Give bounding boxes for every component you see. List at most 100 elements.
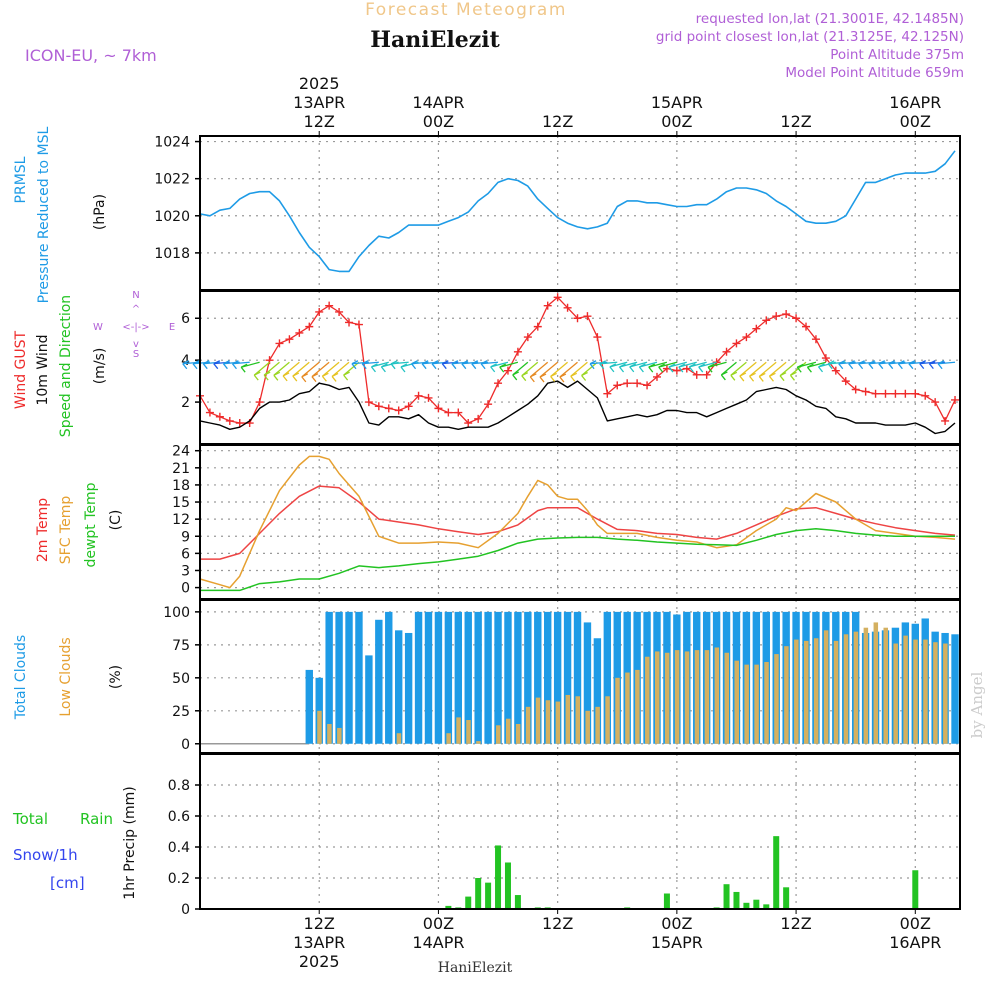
wind-arrow xyxy=(559,361,578,383)
clouds-grid: 0 25 50 75 100 xyxy=(163,600,960,753)
rain-bar xyxy=(485,882,492,909)
wind-arrow-head xyxy=(451,360,459,370)
gust-marker xyxy=(593,333,602,342)
low-cloud-bar xyxy=(913,639,918,744)
wind-arrow-shaft xyxy=(550,361,568,377)
wind-arrow-head xyxy=(512,371,520,381)
low-cloud-bar xyxy=(496,725,501,744)
temp-ytick-label: 9 xyxy=(181,529,190,545)
gust-marker xyxy=(523,333,532,342)
gust-marker xyxy=(643,381,652,390)
wind-arrow xyxy=(599,360,618,370)
wind-arrow xyxy=(521,361,539,382)
low-cloud-bar xyxy=(674,650,680,744)
wind-arrow-head xyxy=(919,360,927,370)
wind10-line xyxy=(199,380,956,435)
precip-ytick-label: 0.2 xyxy=(168,871,190,887)
wind-arrow-head xyxy=(720,371,728,381)
low-cloud-bar xyxy=(595,706,600,744)
dewpt-label: dewpt Temp xyxy=(83,482,99,567)
gust-marker xyxy=(275,339,284,348)
rain-bar xyxy=(753,899,760,909)
gust-marker xyxy=(623,379,632,388)
wind-arrow-head xyxy=(688,363,696,373)
total-cloud-bar xyxy=(365,655,373,744)
wind-arrow-head xyxy=(441,360,449,370)
gust-marker xyxy=(414,391,423,400)
low-cloud-bar xyxy=(863,627,869,744)
clouds-ytick-label: 0 xyxy=(181,737,190,753)
total-cloud-bar xyxy=(524,611,532,744)
gust-marker xyxy=(891,389,900,398)
wind-arrow-head xyxy=(282,372,290,382)
wind-arrow-shaft xyxy=(929,361,946,365)
wind-arrow-shaft xyxy=(481,361,499,365)
low-cloud-bar xyxy=(943,643,948,744)
wind-arrow xyxy=(937,360,956,370)
wind-arrow xyxy=(629,361,648,373)
wind-arrow xyxy=(730,361,747,381)
wind-arrow-head xyxy=(730,371,738,381)
sfc-temp-line xyxy=(199,455,956,589)
compass-rose: N S W E <-|-> ^ v xyxy=(93,290,175,360)
wind-grid: 2 4 6 xyxy=(181,291,960,444)
rain-bar xyxy=(475,878,482,909)
wind-arrow-shaft xyxy=(273,361,290,376)
wind-arrow-head xyxy=(678,363,686,373)
wind-ytick-label: 4 xyxy=(181,353,190,369)
grid-point-coords: grid point closest lon,lat (21.3125E, 42… xyxy=(656,29,964,45)
wind-arrow xyxy=(668,361,687,373)
low-cloud-bar xyxy=(684,651,690,744)
pressure-label-2: Pressure Reduced to MSL xyxy=(36,126,52,303)
gust-marker xyxy=(921,391,930,400)
low-cloud-bar xyxy=(843,634,849,744)
wind-arrow-head xyxy=(421,360,429,370)
wind-arrow xyxy=(240,361,260,373)
wind-arrow xyxy=(192,360,210,370)
gust-marker xyxy=(454,408,463,417)
gust-marker xyxy=(295,328,304,337)
wind-arrow xyxy=(878,360,896,370)
wind-arrow-head xyxy=(758,372,766,382)
total-cloud-bar xyxy=(583,622,592,744)
total-cloud-bar xyxy=(355,611,363,744)
wind-arrow xyxy=(570,361,588,382)
bottom-time-label: 15APR xyxy=(651,933,703,952)
wind-arrow xyxy=(581,361,598,381)
low-cloud-bar xyxy=(724,652,730,744)
wind-arrow-head xyxy=(390,360,398,370)
gust-marker xyxy=(553,293,562,302)
gust-marker xyxy=(474,414,483,423)
wind-arrow xyxy=(720,361,737,381)
wind-arrow xyxy=(609,361,628,373)
wind-arrow-shaft xyxy=(182,361,201,365)
wind-arrow-head xyxy=(629,363,637,373)
wind-arrow-shaft xyxy=(282,361,300,377)
gust-marker xyxy=(205,408,214,417)
top-time-label: 00Z xyxy=(661,112,692,131)
low-cloud-bar xyxy=(585,710,590,744)
gust-marker xyxy=(762,316,771,325)
total-cloud-bar xyxy=(504,611,512,744)
wind-arrow-shaft xyxy=(263,361,280,376)
wind-arrow-shaft xyxy=(529,361,549,378)
pressure-label-1: PRMSL xyxy=(13,156,29,203)
gust-marker xyxy=(235,419,244,428)
wind-arrow-head xyxy=(529,373,537,383)
gust-marker xyxy=(384,404,393,413)
wind-arrow xyxy=(539,361,559,383)
gust-marker xyxy=(732,339,741,348)
temp-ytick-label: 6 xyxy=(181,546,190,562)
wind-arrow-shaft xyxy=(848,361,866,365)
temp-ytick-label: 12 xyxy=(172,512,190,528)
wind-arrow xyxy=(471,360,489,370)
low-cloud-bar xyxy=(476,741,481,744)
wind-arrow-shaft xyxy=(521,361,539,377)
precip-frame xyxy=(199,753,961,910)
gust-marker xyxy=(315,307,324,316)
wind-arrow xyxy=(512,361,529,381)
wind-arrow-head xyxy=(599,360,607,370)
low-cloud-bar xyxy=(654,651,660,744)
low-cloud-bar xyxy=(545,700,551,744)
